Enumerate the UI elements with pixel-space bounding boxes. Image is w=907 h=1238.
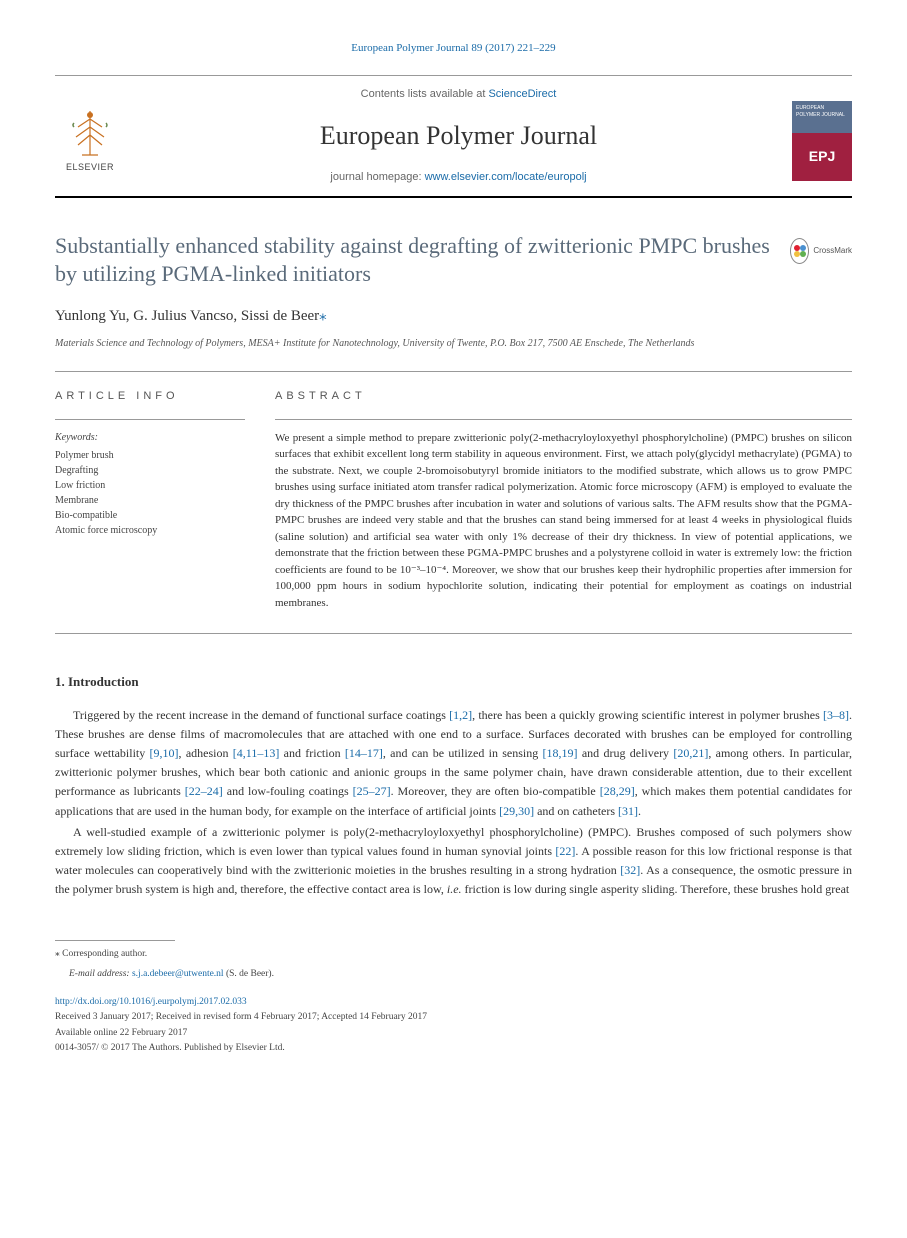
email-link[interactable]: s.j.a.debeer@utwente.nl <box>132 969 224 979</box>
available-date: Available online 22 February 2017 <box>55 1027 852 1040</box>
authors: Yunlong Yu, G. Julius Vancso, Sissi de B… <box>55 305 852 328</box>
citation-link[interactable]: [9,10] <box>150 746 179 760</box>
citation-link[interactable]: [4,11–13] <box>233 746 280 760</box>
doi-link[interactable]: http://dx.doi.org/10.1016/j.eurpolymj.20… <box>55 995 852 1009</box>
homepage-line: journal homepage: www.elsevier.com/locat… <box>137 169 780 196</box>
introduction-body: Triggered by the recent increase in the … <box>55 706 852 900</box>
journal-header: ELSEVIER Contents lists available at Sci… <box>55 75 852 198</box>
homepage-prefix: journal homepage: <box>330 171 424 183</box>
keyword-item: Membrane <box>55 493 245 508</box>
elsevier-logo-text: ELSEVIER <box>66 161 114 175</box>
abstract-text: We present a simple method to prepare zw… <box>275 430 852 612</box>
sciencedirect-link[interactable]: ScienceDirect <box>488 88 556 100</box>
abstract-divider <box>275 419 852 420</box>
crossmark-icon <box>790 238 809 264</box>
copyright-line: 0014-3057/ © 2017 The Authors. Published… <box>55 1042 852 1055</box>
citation-bar: European Polymer Journal 89 (2017) 221–2… <box>55 40 852 57</box>
elsevier-logo: ELSEVIER <box>55 102 125 180</box>
cover-text: EUROPEAN POLYMER JOURNAL <box>796 105 848 120</box>
crossmark-badge[interactable]: CrossMark <box>790 232 852 270</box>
header-center: Contents lists available at ScienceDirec… <box>137 86 780 196</box>
info-divider <box>55 419 245 420</box>
italic-text: i.e. <box>447 882 462 896</box>
article-info-heading: ARTICLE INFO <box>55 388 245 405</box>
keyword-item: Polymer brush <box>55 448 245 463</box>
citation-link[interactable]: [3–8] <box>823 708 849 722</box>
contents-prefix: Contents lists available at <box>361 88 489 100</box>
article-title: Substantially enhanced stability against… <box>55 232 772 289</box>
homepage-link[interactable]: www.elsevier.com/locate/europolj <box>425 171 587 183</box>
contents-available-line: Contents lists available at ScienceDirec… <box>137 86 780 103</box>
citation-link[interactable]: [20,21] <box>673 746 708 760</box>
received-dates: Received 3 January 2017; Received in rev… <box>55 1011 852 1024</box>
citation-link[interactable]: [32] <box>620 863 640 877</box>
keyword-item: Low friction <box>55 478 245 493</box>
keyword-item: Degrafting <box>55 463 245 478</box>
corresponding-marker: ⁎ <box>319 308 327 324</box>
email-name: (S. de Beer). <box>224 969 274 979</box>
citation-link[interactable]: [22–24] <box>185 784 223 798</box>
elsevier-tree-icon <box>68 107 112 159</box>
intro-paragraph-1: Triggered by the recent increase in the … <box>55 706 852 821</box>
keyword-item: Bio-compatible <box>55 508 245 523</box>
journal-name: European Polymer Journal <box>137 116 780 155</box>
footnote-divider <box>55 940 175 941</box>
citation-link[interactable]: [31] <box>618 804 638 818</box>
title-row: Substantially enhanced stability against… <box>55 232 852 289</box>
authors-list: Yunlong Yu, G. Julius Vancso, Sissi de B… <box>55 308 319 324</box>
affiliation: Materials Science and Technology of Poly… <box>55 337 852 351</box>
keywords-label: Keywords: <box>55 430 245 445</box>
citation-link[interactable]: [18,19] <box>543 746 578 760</box>
abstract-heading: ABSTRACT <box>275 388 852 405</box>
email-label: E-mail address: <box>69 969 132 979</box>
keyword-item: Atomic force microscopy <box>55 523 245 538</box>
citation-link[interactable]: [22] <box>555 844 575 858</box>
citation-link[interactable]: [1,2] <box>449 708 472 722</box>
article-info-column: ARTICLE INFO Keywords: Polymer brushDegr… <box>55 388 245 611</box>
citation-link[interactable]: [28,29] <box>600 784 635 798</box>
abstract-column: ABSTRACT We present a simple method to p… <box>275 388 852 611</box>
keywords-list: Polymer brushDegraftingLow frictionMembr… <box>55 448 245 538</box>
section-divider <box>55 371 852 372</box>
corresponding-footnote: ⁎ Corresponding author. <box>55 947 852 961</box>
citation-link[interactable]: [14–17] <box>345 746 383 760</box>
info-abstract-row: ARTICLE INFO Keywords: Polymer brushDegr… <box>55 388 852 611</box>
email-footnote: E-mail address: s.j.a.debeer@utwente.nl … <box>69 967 852 981</box>
intro-paragraph-2: A well-studied example of a zwitterionic… <box>55 823 852 900</box>
crossmark-label: CrossMark <box>813 245 852 257</box>
journal-cover-thumbnail: EUROPEAN POLYMER JOURNAL EPJ <box>792 101 852 181</box>
citation-link[interactable]: [25–27] <box>353 784 391 798</box>
introduction-heading: 1. Introduction <box>55 672 852 692</box>
section-divider-2 <box>55 633 852 634</box>
citation-link[interactable]: [29,30] <box>499 804 534 818</box>
introduction-section: 1. Introduction Triggered by the recent … <box>55 672 852 899</box>
